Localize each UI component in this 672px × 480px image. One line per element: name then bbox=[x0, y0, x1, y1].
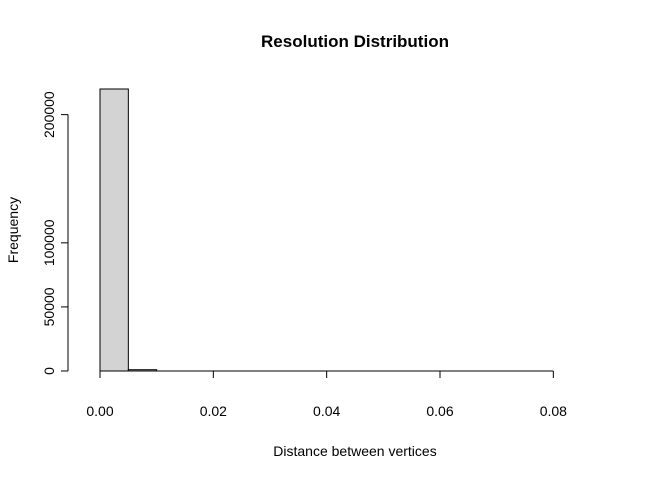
x-tick-label-1: 0.02 bbox=[200, 403, 227, 419]
x-tick-label-2: 0.04 bbox=[313, 403, 340, 419]
histogram-bar-0 bbox=[99, 88, 129, 372]
y-tick-label-3: 200000 bbox=[41, 91, 57, 138]
x-tick-label-0: 0.00 bbox=[86, 403, 113, 419]
y-tick-label-2: 100000 bbox=[41, 219, 57, 266]
histogram-bars bbox=[99, 88, 158, 372]
x-axis: 0.00 0.02 0.04 0.06 0.08 bbox=[86, 370, 567, 419]
chart-title: Resolution Distribution bbox=[261, 32, 449, 51]
y-axis: 0 50000 100000 200000 bbox=[41, 91, 69, 375]
x-tick-label-4: 0.08 bbox=[540, 403, 567, 419]
x-axis-label: Distance between vertices bbox=[273, 443, 436, 459]
y-axis-label: Frequency bbox=[5, 197, 21, 263]
y-tick-label-1: 50000 bbox=[41, 287, 57, 326]
y-tick-label-0: 0 bbox=[41, 367, 57, 375]
x-tick-label-3: 0.06 bbox=[426, 403, 453, 419]
